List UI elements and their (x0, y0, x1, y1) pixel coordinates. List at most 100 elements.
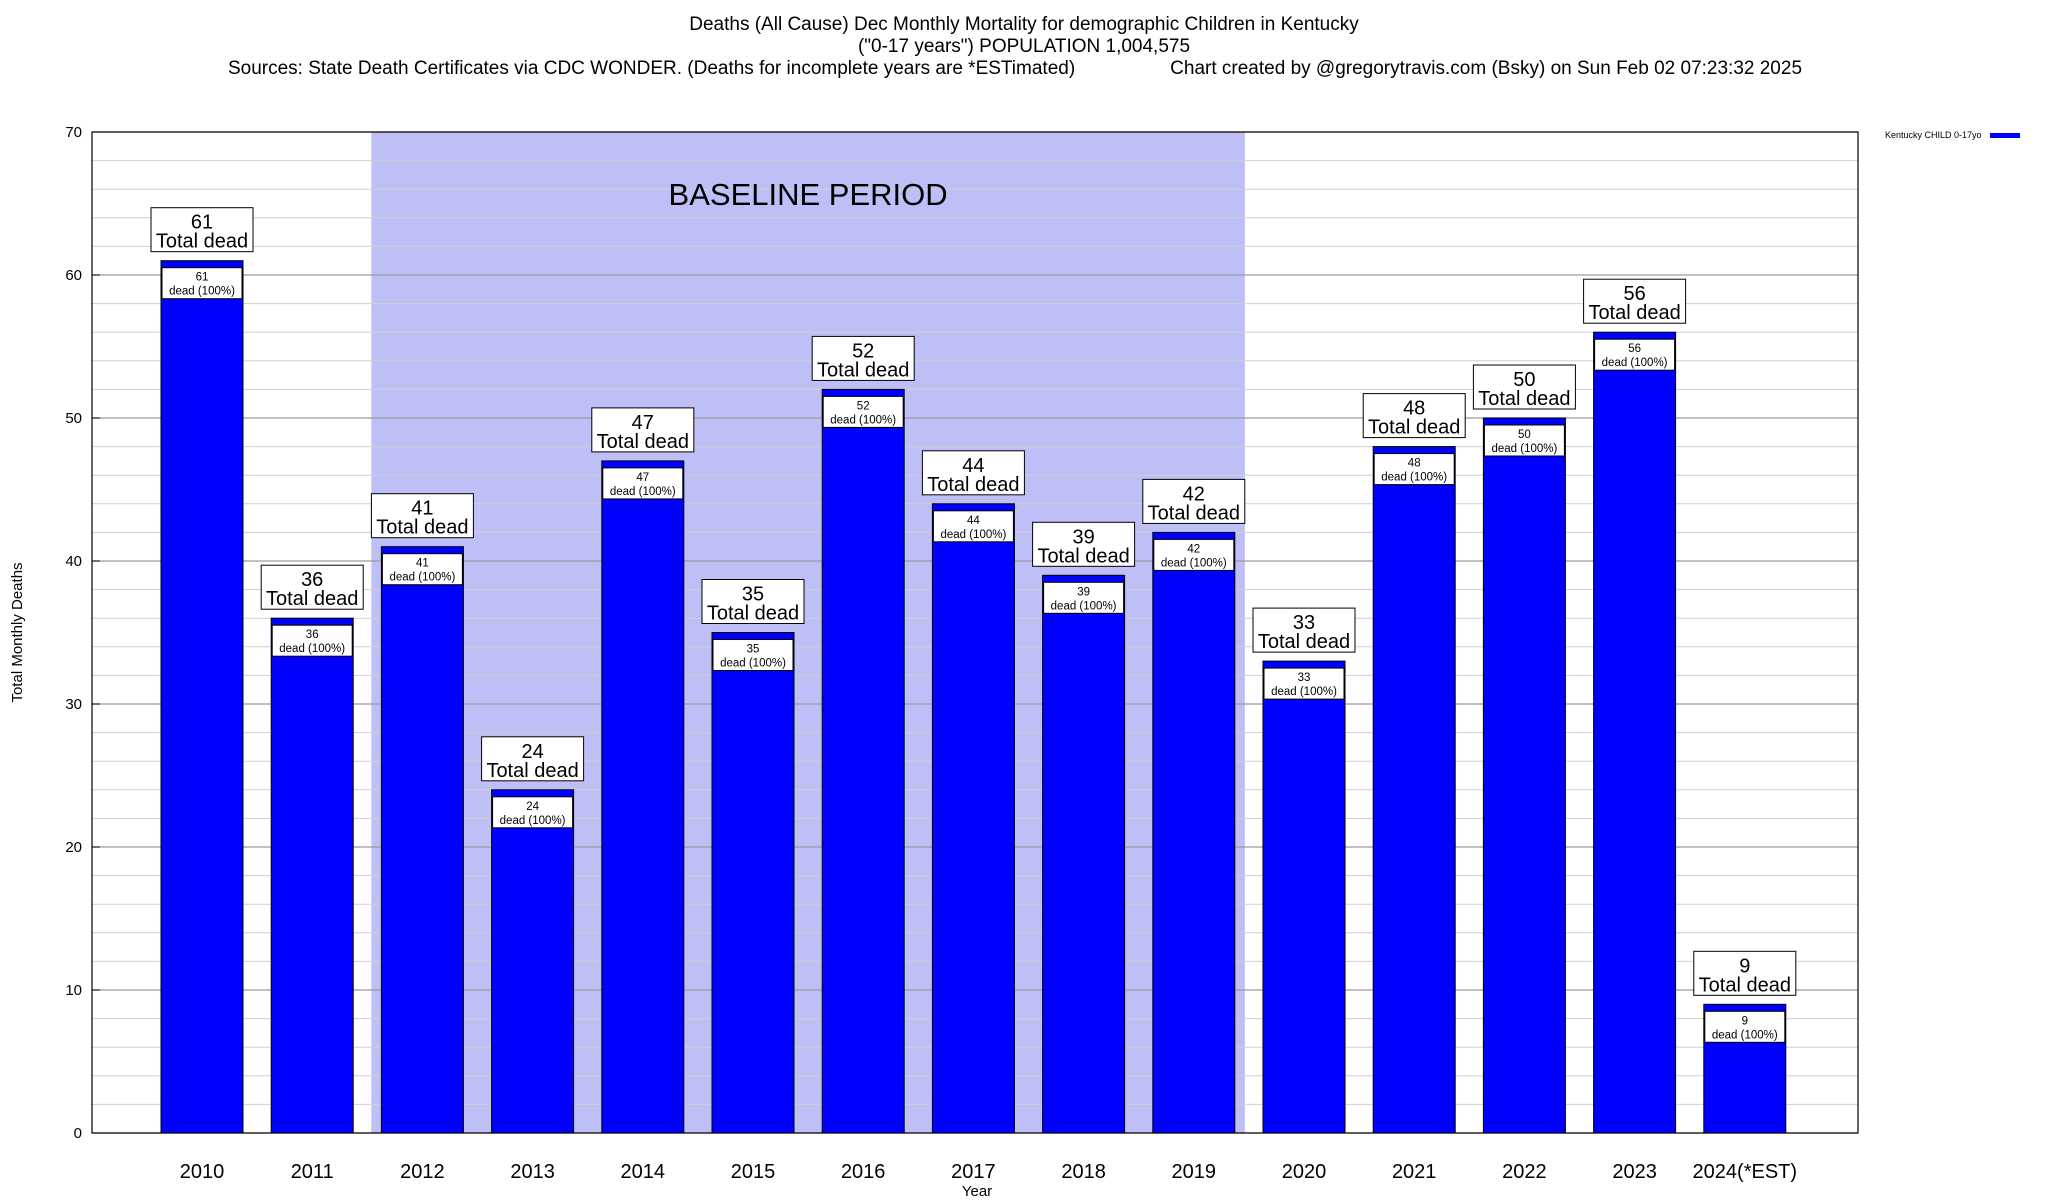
bar (270, 617, 354, 1134)
y-tick-label: 70 (65, 124, 82, 141)
y-tick-label: 60 (65, 267, 82, 284)
bar-total-text: Total dead (707, 603, 799, 625)
bar-total-label-box (1252, 607, 1356, 653)
chart-title: Deaths (All Cause) Dec Monthly Mortality… (689, 14, 1359, 35)
bar-total-text: Total dead (1037, 545, 1129, 567)
x-tick-label: 2012 (400, 1161, 445, 1183)
y-tick-label: 40 (65, 553, 82, 570)
bar-inner-label-box (492, 796, 574, 829)
bar-inner-percent: dead (100%) (720, 658, 786, 670)
bar-inner-label-box (271, 624, 353, 657)
bar-inner-label-box (712, 639, 794, 671)
bar-total-label-box (1362, 393, 1466, 439)
bar-total-value: 52 (852, 340, 874, 362)
bar-total-label-box (1472, 364, 1576, 410)
bar (491, 789, 575, 1134)
x-tick-label: 2015 (731, 1161, 776, 1183)
x-tick-label: 2016 (841, 1161, 886, 1183)
bar (1042, 574, 1126, 1134)
bar-inner-label-box (932, 510, 1014, 543)
chart-title-block: Deaths (All Cause) Dec Monthly Mortality… (0, 14, 2048, 80)
bar-total-label-box (1693, 950, 1797, 996)
bar-total-label-box (811, 335, 915, 381)
bar-total-label-box (260, 564, 364, 610)
bar-total-value: 9 (1739, 955, 1750, 977)
bar-inner-percent: dead (100%) (830, 414, 896, 426)
bar-total-value: 42 (1183, 483, 1205, 505)
bar-inner-value: 47 (636, 472, 649, 484)
bar-total-text: Total dead (817, 359, 909, 381)
bar-inner-label-box (1373, 453, 1455, 486)
bar-inner-percent: dead (100%) (1602, 357, 1668, 369)
bar-inner-value: 33 (1298, 672, 1311, 684)
bar-total-value: 47 (632, 412, 654, 434)
bar-inner-value: 24 (526, 801, 539, 813)
bar-inner-percent: dead (100%) (1271, 686, 1337, 698)
bar-inner-percent: dead (100%) (169, 286, 235, 298)
bar-total-text: Total dead (1588, 302, 1680, 324)
bar-total-text: Total dead (1478, 388, 1570, 410)
y-tick-label: 20 (65, 839, 82, 856)
bar-inner-percent: dead (100%) (1161, 557, 1227, 569)
bar-total-text: Total dead (156, 231, 248, 253)
bar-total-label-box (921, 450, 1025, 496)
bar-inner-label-box (1043, 581, 1125, 614)
bar-inner-label-box (161, 267, 243, 300)
y-tick-label: 0 (74, 1125, 82, 1142)
bar-inner-label-box (602, 467, 684, 500)
bar-inner-percent: dead (100%) (1051, 600, 1117, 612)
bar-inner-label-box (822, 395, 904, 428)
bar-total-label-box (701, 579, 805, 624)
x-tick-label: 2014 (621, 1161, 666, 1183)
bar-inner-label-box (1594, 338, 1676, 371)
sources-text: Sources: State Death Certificates via CD… (227, 58, 1076, 79)
x-tick-label: 2021 (1392, 1161, 1437, 1183)
y-axis-label: Total Monthly Deaths (9, 562, 26, 702)
bar-inner-percent: dead (100%) (1491, 443, 1557, 455)
bar-inner-value: 36 (306, 629, 319, 641)
bar (821, 388, 905, 1134)
bar-total-text: Total dead (1148, 502, 1240, 524)
bar-inner-label-box (1704, 1010, 1786, 1043)
bar-inner-label-box (1153, 538, 1235, 571)
bar (160, 260, 244, 1134)
x-tick-label: 2013 (510, 1161, 555, 1183)
x-tick-label: 2010 (180, 1161, 225, 1183)
bar-inner-label-box (1263, 667, 1345, 700)
y-tick-label: 10 (65, 982, 82, 999)
x-tick-label: 2024(*EST) (1693, 1161, 1798, 1183)
bar (601, 460, 685, 1134)
bar-total-label-box (591, 407, 695, 453)
bar-total-label-box (481, 736, 585, 782)
x-tick-label: 2018 (1061, 1161, 1106, 1183)
bar-inner-value: 41 (416, 558, 429, 570)
bar (1262, 660, 1346, 1134)
bar-inner-label-box (381, 553, 463, 586)
bar-inner-percent: dead (100%) (500, 815, 566, 827)
bar-inner-percent: dead (100%) (610, 486, 676, 498)
bar-inner-percent: dead (100%) (1712, 1029, 1778, 1041)
bar-inner-value: 44 (967, 515, 980, 527)
bar-total-value: 61 (191, 212, 213, 234)
bar-total-text: Total dead (376, 517, 468, 539)
bar-total-text: Total dead (927, 474, 1019, 496)
bar-total-text: Total dead (597, 431, 689, 453)
credit-text: Chart created by @gregorytravis.com (Bsk… (1170, 58, 1803, 79)
bar-inner-percent: dead (100%) (389, 572, 455, 584)
bar-inner-value: 9 (1742, 1015, 1748, 1027)
sources-row: Sources: State Death Certificates via CD… (0, 58, 2048, 80)
y-tick-label: 50 (65, 410, 82, 427)
bar-total-value: 36 (301, 569, 323, 591)
x-tick-label: 2020 (1282, 1161, 1327, 1183)
bar (1482, 417, 1566, 1134)
bar-total-value: 24 (521, 741, 543, 763)
bar-inner-value: 35 (747, 644, 760, 656)
bar-inner-percent: dead (100%) (940, 529, 1006, 541)
bar-total-value: 44 (962, 455, 984, 477)
bar (380, 546, 464, 1134)
bar (711, 632, 795, 1134)
bar-total-value: 39 (1072, 526, 1094, 548)
bar (1593, 331, 1677, 1134)
baseline-label: BASELINE PERIOD (669, 177, 948, 212)
